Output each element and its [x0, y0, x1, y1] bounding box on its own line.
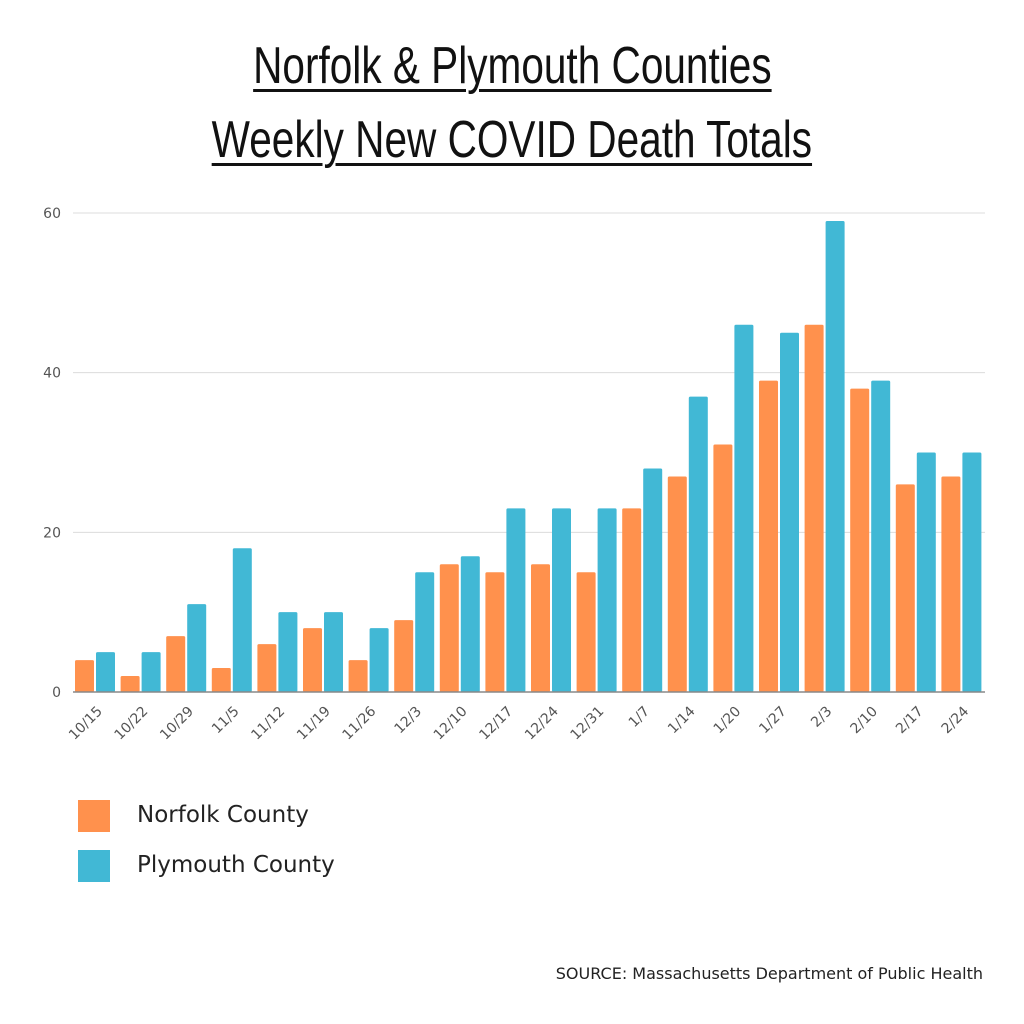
bar-norfolk-county [804, 324, 824, 692]
bar-norfolk-county [576, 572, 596, 692]
x-tick-label: 12/3 [391, 704, 425, 738]
bar-plymouth-county [780, 332, 799, 692]
bar-plymouth-county [597, 508, 617, 692]
x-tick-label: 11/26 [340, 703, 380, 743]
bar-norfolk-county [531, 564, 550, 692]
bar-norfolk-county [257, 644, 277, 692]
x-tick-label: 10/22 [112, 704, 152, 744]
x-tick-label: 12/17 [476, 704, 516, 744]
chart-title-line-1: Norfolk & Plymouth Counties [0, 36, 1024, 96]
bar-norfolk-county [348, 660, 368, 692]
bar-plymouth-county [278, 612, 298, 692]
legend-swatch-plymouth [78, 850, 110, 882]
y-tick-label: 40 [43, 366, 61, 382]
bar-norfolk-county [667, 476, 687, 692]
x-tick-label: 11/12 [248, 704, 288, 744]
bar-plymouth-county [506, 508, 526, 692]
x-tick-label: 2/3 [808, 704, 835, 731]
x-tick-label: 10/29 [157, 704, 197, 744]
bar-plymouth-county [825, 220, 845, 692]
title-text: Weekly New COVID Death Totals [211, 111, 813, 169]
bar-plymouth-county [96, 652, 115, 692]
x-tick-label: 2/24 [939, 703, 973, 737]
x-tick-label: 12/10 [431, 704, 471, 744]
x-tick-label: 11/19 [294, 704, 334, 744]
x-tick-label: 2/10 [847, 704, 881, 738]
y-tick-label: 0 [52, 685, 61, 701]
x-tick-label: 1/27 [756, 704, 790, 738]
bar-plymouth-county [415, 572, 435, 692]
y-tick-label: 20 [43, 525, 61, 541]
legend-label-norfolk: Norfolk County [137, 802, 309, 828]
legend-label-plymouth: Plymouth County [137, 852, 335, 878]
x-tick-label: 1/20 [711, 704, 745, 738]
bar-plymouth-county [643, 468, 663, 692]
chart-title-line-2: Weekly New COVID Death Totals [0, 110, 1024, 170]
bar-plymouth-county [232, 548, 252, 692]
x-tick-label: 10/15 [66, 704, 106, 744]
bar-plymouth-county [688, 396, 708, 692]
bar-norfolk-county [439, 564, 459, 692]
legend-swatch-norfolk [78, 800, 110, 832]
bar-plymouth-county [460, 556, 480, 692]
bar-norfolk-county [759, 380, 778, 692]
bar-plymouth-county [187, 604, 207, 692]
x-tick-label: 11/5 [209, 704, 243, 738]
bar-plymouth-county [734, 324, 754, 692]
bar-norfolk-county [622, 508, 642, 692]
bar-norfolk-county [713, 444, 733, 692]
bar-norfolk-county [485, 572, 505, 692]
bar-norfolk-county [850, 388, 870, 692]
bar-plymouth-county [962, 452, 982, 692]
bar-norfolk-county [394, 620, 414, 692]
x-tick-label: 12/31 [568, 704, 608, 744]
x-tick-label: 1/14 [665, 703, 699, 737]
bar-norfolk-county [941, 476, 961, 692]
bar-plymouth-county [141, 652, 161, 692]
x-tick-label: 1/7 [626, 704, 653, 731]
source-note: SOURCE: Massachusetts Department of Publ… [555, 964, 983, 983]
bar-norfolk-county [166, 636, 186, 692]
title-text: Norfolk & Plymouth Counties [252, 37, 772, 95]
bar-plymouth-county [552, 508, 571, 692]
bar-norfolk-county [895, 484, 915, 692]
bar-norfolk-county [75, 660, 94, 692]
bar-plymouth-county [916, 452, 936, 692]
bar-norfolk-county [120, 676, 140, 692]
x-tick-label: 2/17 [893, 704, 927, 738]
y-tick-label: 60 [43, 206, 61, 222]
bar-plymouth-county [871, 380, 891, 692]
x-tick-label: 12/24 [522, 703, 562, 743]
bar-norfolk-county [303, 628, 322, 692]
bar-norfolk-county [211, 668, 231, 692]
bar-plymouth-county [324, 612, 343, 692]
bar-plymouth-county [369, 628, 389, 692]
